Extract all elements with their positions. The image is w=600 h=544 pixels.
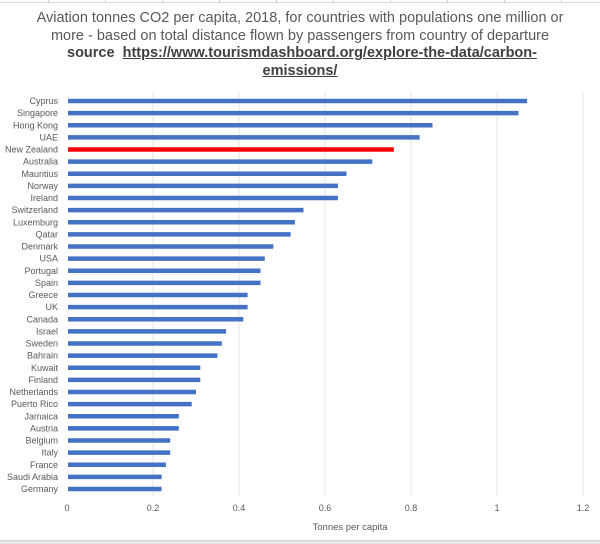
bar-belgium [68,438,171,443]
x-tick-label: 1 [494,503,499,513]
category-label: New Zealand [5,145,58,155]
category-label: Austria [30,423,58,433]
bar-usa [68,256,265,261]
category-label: Saudi Arabia [7,472,58,482]
category-label: Canada [26,314,58,324]
category-label: Bahrain [27,351,58,361]
bar-singapore [68,110,519,116]
category-label: Greece [28,290,58,300]
bar-puerto-rico [68,401,192,407]
category-label: Sweden [25,339,58,349]
category-label: Luxemburg [13,217,58,227]
bar-greece [68,292,248,298]
bar-france [68,462,166,467]
category-label: Hong Kong [13,120,58,130]
bar-portugal [68,268,261,273]
x-tick-label: 0.2 [147,503,160,513]
category-label: Ireland [30,193,58,203]
category-label: Belgium [25,436,58,446]
bar-netherlands [68,389,196,395]
chart-title-block: Aviation tonnes CO2 per capita, 2018, fo… [30,10,570,80]
bar-ireland [68,195,338,201]
category-label: Portugal [24,266,58,276]
bar-new-zealand [68,147,394,152]
category-label: Finland [28,375,58,385]
category-label: Switzerland [11,205,58,215]
spreadsheet-column-tick [504,0,505,3]
spreadsheet-column-tick [162,0,163,3]
bar-qatar [68,232,291,237]
bar-italy [68,450,171,455]
bar-bahrain [68,353,218,358]
spreadsheet-column-tick [333,0,334,3]
category-label: Puerto Rico [11,399,58,409]
x-tick-labels: 0 0.2 0.4 0.6 0.8 1 1.2 [64,503,589,513]
category-label: USA [39,254,58,264]
bar-jamaica [68,414,179,419]
category-label: Israel [36,326,58,336]
bar-cyprus [68,98,528,104]
category-label: Jamaica [24,411,58,421]
category-label: Germany [21,484,59,494]
bar-uk [68,304,248,310]
bar-uae [68,135,420,140]
bar-germany [68,486,162,492]
chart-title: Aviation tonnes CO2 per capita, 2018, fo… [36,10,564,44]
x-tick-label: 0.8 [405,503,418,513]
bar-spain [68,280,261,286]
bar-israel [68,329,227,334]
bar-kuwait [68,365,201,370]
spreadsheet-top-border [0,0,600,3]
bar-sweden [68,341,222,346]
x-axis-title: Tonnes per capita [313,522,389,533]
category-label: Cyprus [29,96,58,106]
bar-canada [68,317,244,322]
category-label: Australia [23,157,58,167]
spreadsheet-column-tick [561,0,562,3]
category-label: UK [45,302,58,312]
x-tick-label: 1.2 [577,503,590,513]
spreadsheet-column-tick [276,0,277,3]
category-label: UAE [39,132,58,142]
category-label: Italy [41,448,58,458]
spreadsheet-bottom-border [0,540,600,544]
bar-luxemburg [68,220,295,225]
category-label: Denmark [21,242,58,252]
category-label: Spain [35,278,58,288]
bar-norway [68,183,338,189]
bar-australia [68,159,373,164]
spreadsheet-column-tick [48,0,49,3]
bars [68,98,528,492]
x-tick-label: 0 [64,503,69,513]
category-label: Singapore [17,108,58,118]
category-label: Mauritius [21,169,58,179]
spreadsheet-column-tick [447,0,448,3]
source-link[interactable]: https://www.tourismdashboard.org/explore… [122,45,537,79]
bar-austria [68,426,179,431]
source-label: source [67,45,115,61]
bar-finland [68,377,201,383]
x-tick-label: 0.4 [233,503,246,513]
category-label: Qatar [35,229,58,239]
category-label: Norway [27,181,58,191]
spreadsheet-column-tick [390,0,391,3]
bar-mauritius [68,171,347,176]
category-label: France [30,460,58,470]
spreadsheet-column-tick [219,0,220,3]
category-label: Kuwait [31,363,59,373]
spreadsheet-column-tick [105,0,106,3]
bar-switzerland [68,207,304,213]
bar-saudi-arabia [68,474,162,480]
bar-denmark [68,244,274,249]
category-label: Netherlands [9,387,58,397]
category-labels: Cyprus Singapore Hong Kong UAE New Zealand Au… [5,96,59,494]
x-tick-label: 0.6 [319,503,332,513]
bar-hong-kong [68,123,433,128]
